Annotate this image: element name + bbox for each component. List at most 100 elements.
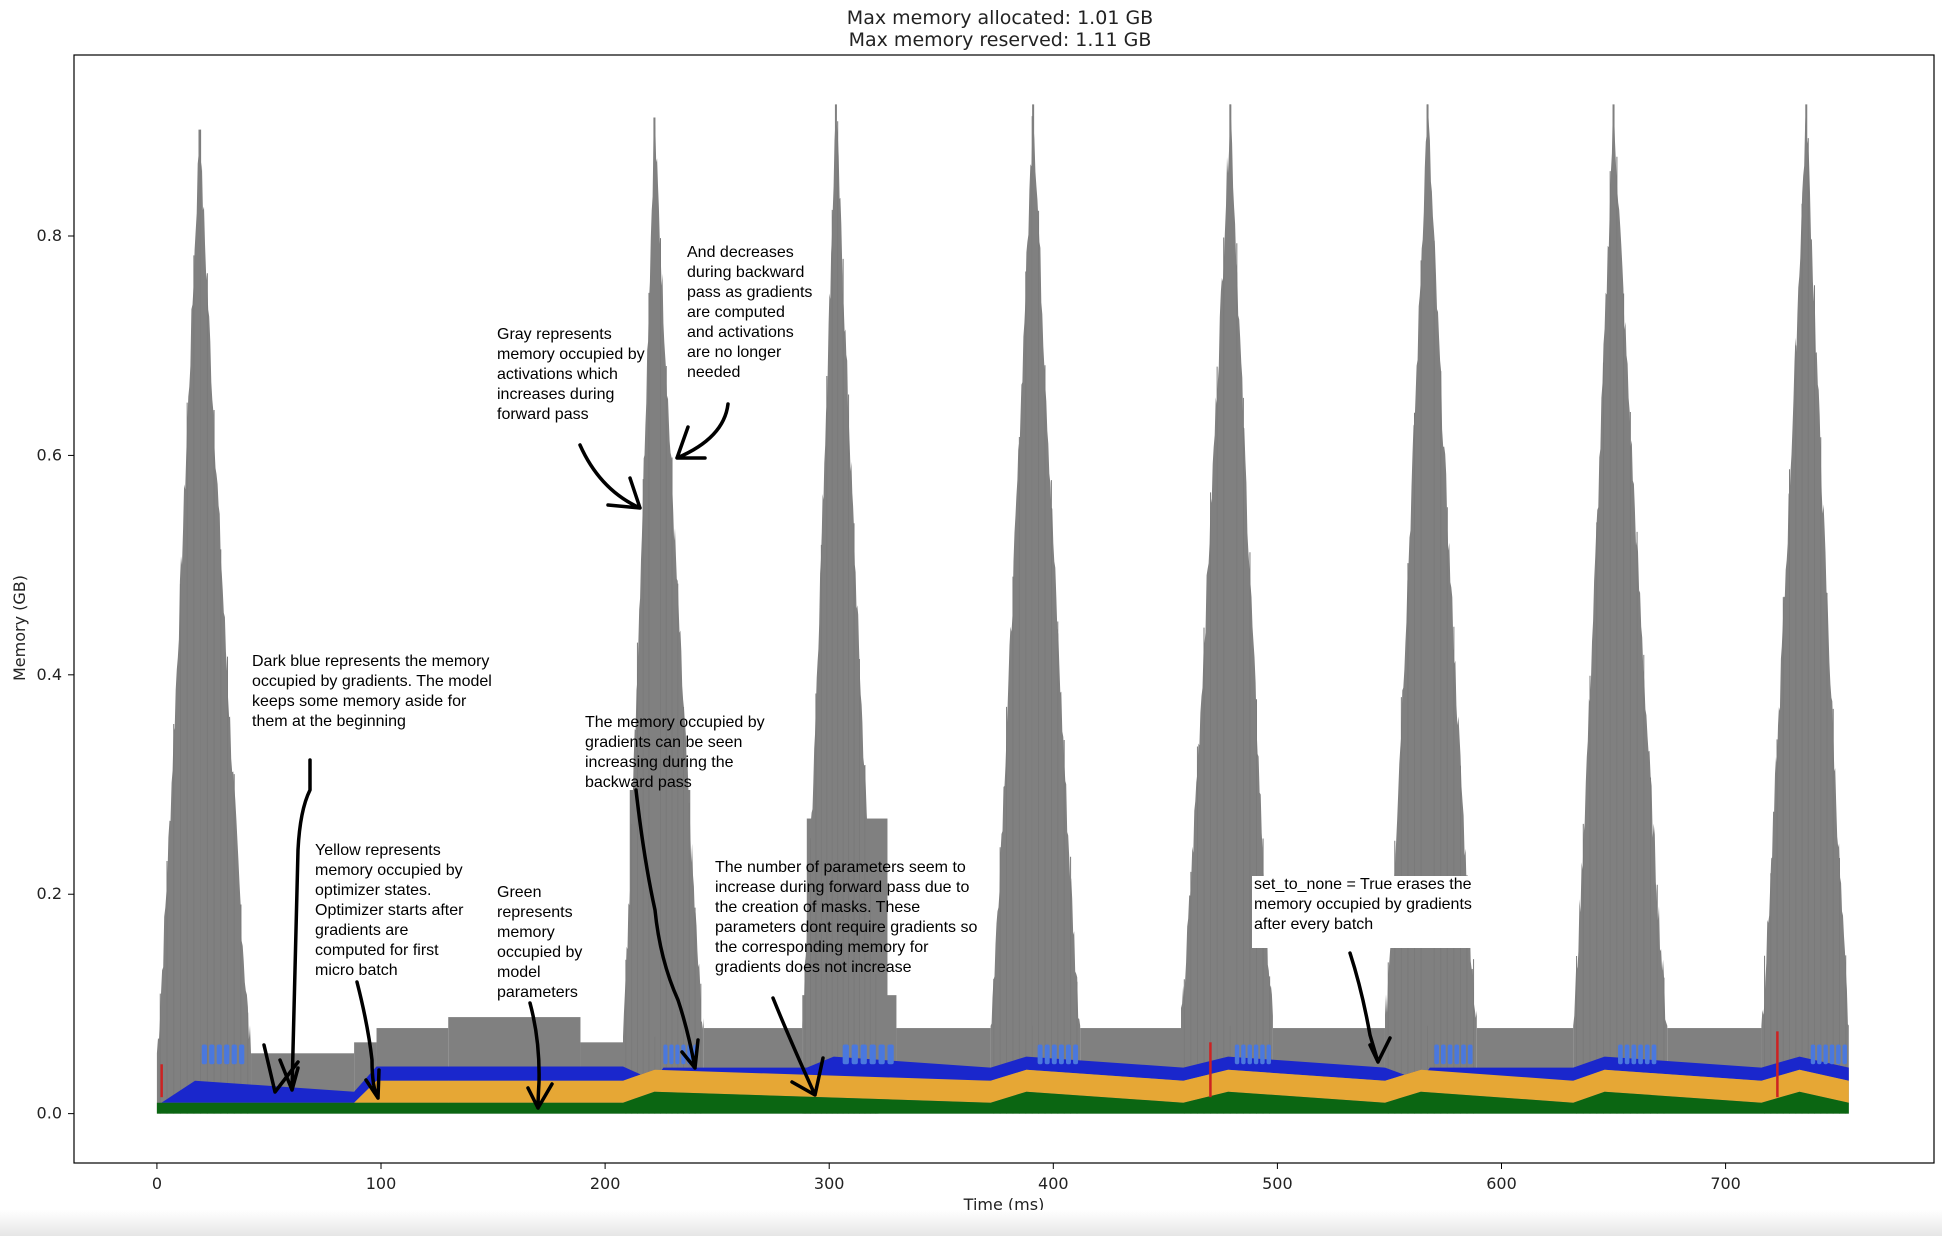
gradients-backward-bump bbox=[1829, 1044, 1835, 1065]
gradients-backward-bump bbox=[1253, 1044, 1259, 1065]
gradients-backward-bump bbox=[1823, 1044, 1828, 1065]
y-tick-label: 0.8 bbox=[37, 226, 62, 245]
gradients-backward-bump bbox=[1461, 1044, 1466, 1065]
gradients-backward-bump bbox=[1651, 1044, 1657, 1065]
y-tick-label: 0.6 bbox=[37, 445, 62, 464]
annotation-line: and activations bbox=[687, 324, 794, 341]
annotation-line: occupied by gradients. The model bbox=[252, 673, 492, 690]
gradients-backward-bump bbox=[1058, 1044, 1064, 1065]
annotation-line: computed for first bbox=[315, 942, 439, 959]
annotation-line: the creation of masks. These bbox=[715, 899, 920, 916]
red-marker bbox=[160, 1064, 163, 1098]
arrow-masks bbox=[771, 996, 825, 1097]
x-tick-label: 600 bbox=[1486, 1174, 1517, 1193]
annotation-line: memory occupied by gradients bbox=[1254, 896, 1472, 913]
chart-title-line-1: Max memory allocated: 1.01 GB bbox=[847, 7, 1153, 29]
gradients-backward-bump bbox=[860, 1044, 867, 1065]
gradients-backward-bump bbox=[669, 1044, 674, 1065]
gradients-backward-bump bbox=[1241, 1044, 1246, 1065]
gradients-band bbox=[156, 1056, 1849, 1103]
arrow-gradients-backward bbox=[634, 788, 700, 1070]
gradients-backward-bump bbox=[1266, 1044, 1272, 1065]
gradients-backward-bump bbox=[239, 1044, 245, 1065]
y-tick-label: 0.0 bbox=[37, 1104, 62, 1123]
gradients-backward-bump bbox=[1044, 1044, 1050, 1065]
x-tick-label: 400 bbox=[1038, 1174, 1069, 1193]
annotation-line: Yellow represents bbox=[315, 842, 441, 859]
annotation-line: occupied by bbox=[497, 944, 582, 961]
annotation-line: are computed bbox=[687, 304, 785, 321]
annotation-gradients-reserve: Dark blue represents the memory occupied… bbox=[252, 653, 496, 730]
gradients-backward-bump bbox=[224, 1044, 230, 1065]
gradients-backward-bump bbox=[231, 1044, 237, 1065]
gradients-backward-bump bbox=[216, 1044, 222, 1065]
annotation-line: forward pass bbox=[497, 406, 589, 423]
annotation-line: the corresponding memory for bbox=[715, 939, 929, 956]
annotation-line: micro batch bbox=[315, 962, 398, 979]
arrow-activations bbox=[578, 443, 642, 510]
gradients-backward-bump bbox=[1260, 1044, 1265, 1065]
annotation-line: represents bbox=[497, 904, 573, 921]
annotation-line: memory bbox=[497, 924, 555, 941]
gradients-backward-bump bbox=[1810, 1044, 1816, 1065]
gradients-backward-bump bbox=[842, 1044, 849, 1065]
gradients-backward-bump bbox=[1624, 1044, 1630, 1065]
arrow-optimizer bbox=[355, 980, 381, 1100]
gradients-backward-bump bbox=[1440, 1044, 1446, 1065]
gradients-backward-bump bbox=[887, 1044, 894, 1065]
gradients-backward-bump bbox=[1842, 1044, 1847, 1065]
arrow-activations-decrease bbox=[675, 402, 730, 460]
x-tick-label: 200 bbox=[590, 1174, 621, 1193]
x-tick-label: 0 bbox=[152, 1174, 162, 1193]
gradients-backward-bump bbox=[1618, 1044, 1623, 1065]
annotation-line: activations which bbox=[497, 366, 618, 383]
annotation-line: increasing during the bbox=[585, 754, 734, 771]
annotation-line: parameters bbox=[497, 984, 578, 1001]
gradients-backward-bump bbox=[1638, 1044, 1643, 1065]
annotation-parameters: Green represents memory occupied by mode… bbox=[497, 884, 587, 1001]
gradients-backward-bump bbox=[1073, 1044, 1079, 1065]
annotation-line: needed bbox=[687, 364, 740, 381]
annotation-masks: The number of parameters seem to increas… bbox=[715, 859, 982, 976]
annotation-line: increase during forward pass due to bbox=[715, 879, 969, 896]
arrow-set-to-none bbox=[1348, 951, 1392, 1064]
annotation-line: optimizer states. bbox=[315, 882, 431, 899]
red-marker bbox=[1209, 1042, 1212, 1098]
optimizer-states-band bbox=[156, 1069, 1849, 1103]
annotation-set-to-none: set_to_none = True erases the memory occ… bbox=[1254, 876, 1476, 933]
gradients-backward-bump bbox=[878, 1044, 885, 1065]
annotation-line: keeps some memory aside for bbox=[252, 693, 467, 710]
y-tick-label: 0.2 bbox=[37, 884, 62, 903]
gradients-backward-bump bbox=[1066, 1044, 1071, 1065]
annotation-line: The number of parameters seem to bbox=[715, 859, 966, 876]
arrow-parameters bbox=[526, 1001, 554, 1110]
annotation-line: parameters dont require gradients so bbox=[715, 919, 977, 936]
gradients-backward-bump bbox=[1434, 1044, 1439, 1065]
gradients-backward-bump bbox=[201, 1044, 207, 1065]
annotation-line: gradients are bbox=[315, 922, 408, 939]
annotation-line: memory occupied by bbox=[315, 862, 463, 879]
annotation-line: after every batch bbox=[1254, 916, 1373, 933]
annotation-line: during backward bbox=[687, 264, 804, 281]
gradients-backward-bump bbox=[1051, 1044, 1057, 1065]
y-tick-label: 0.4 bbox=[37, 665, 62, 684]
annotation-line: Green bbox=[497, 884, 541, 901]
annotations-layer: Dark blue represents the memory occupied… bbox=[252, 244, 1482, 1110]
gradients-backward-bump bbox=[869, 1044, 876, 1065]
gradients-backward-bump bbox=[1037, 1044, 1043, 1065]
annotation-optimizer-states: Yellow represents memory occupied by opt… bbox=[315, 842, 468, 979]
gradients-backward-bump bbox=[209, 1044, 215, 1065]
parameters-band bbox=[156, 1091, 1849, 1114]
axis-ticks-layer: 0 100 200 300 400 500 600 700 0.0 0.2 0.4 0.6 0.8 bbox=[37, 226, 1741, 1193]
gradients-backward-bump bbox=[1467, 1044, 1473, 1065]
annotation-line: Optimizer starts after bbox=[315, 902, 464, 919]
x-axis-label: Time (ms) bbox=[963, 1195, 1045, 1214]
gradients-backward-bump bbox=[675, 1044, 680, 1065]
annotation-line: are no longer bbox=[687, 344, 782, 361]
annotation-activations: Gray represents memory occupied by activ… bbox=[497, 326, 649, 423]
x-tick-label: 500 bbox=[1262, 1174, 1293, 1193]
x-tick-label: 700 bbox=[1710, 1174, 1741, 1193]
annotation-line: The memory occupied by bbox=[585, 714, 765, 731]
